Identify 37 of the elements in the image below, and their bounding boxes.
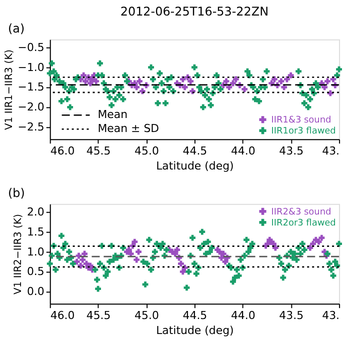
x-tick-label: 43. bbox=[322, 144, 340, 158]
x-tick-label: 44.5 bbox=[182, 144, 208, 158]
y-tick-label: 1.0 bbox=[26, 245, 44, 258]
y-axis-title: V1 IIR1−IIR3 (K) bbox=[4, 49, 15, 130]
text: (b) bbox=[8, 186, 25, 200]
x-tick-label: 44.0 bbox=[230, 309, 256, 322]
x-tick-label: 45.5 bbox=[86, 309, 111, 322]
legend-label: Mean ± SD bbox=[98, 122, 160, 136]
x-tick-label: 44.5 bbox=[182, 309, 208, 322]
x-tick-label: 43. bbox=[322, 309, 340, 322]
legend-label: IIR1&3 sound bbox=[271, 116, 332, 126]
series-label: IIR2or3 flawed bbox=[271, 218, 336, 228]
y-tick-label: −1.0 bbox=[18, 60, 44, 74]
y-tick-label: 0.0 bbox=[26, 285, 44, 298]
y-tick-label: 0.5 bbox=[26, 265, 44, 278]
y-tick-label: −2.0 bbox=[18, 100, 44, 114]
y-tick-label: 2.0 bbox=[26, 205, 44, 218]
x-tick-label: 43.5 bbox=[279, 144, 304, 158]
chart-title: 2012-06-25T16-53-22ZN bbox=[120, 4, 269, 18]
x-axis-title: Latitude (deg) bbox=[156, 160, 234, 172]
legend-label: IIR1or3 flawed bbox=[271, 126, 336, 137]
y-tick-label: −1.5 bbox=[18, 80, 44, 94]
x-tick-label: 45.0 bbox=[134, 309, 159, 322]
x-tick-label: 43.5 bbox=[279, 309, 304, 322]
y-tick-label: −2.5 bbox=[18, 120, 44, 134]
text: (a) bbox=[8, 21, 25, 36]
y-tick-label: 1.5 bbox=[26, 225, 44, 238]
legend-label: Mean bbox=[98, 108, 128, 122]
y-tick-label: −0.5 bbox=[18, 40, 44, 54]
x-tick-label: 45.5 bbox=[86, 144, 111, 158]
x-tick-label: 45.0 bbox=[134, 144, 159, 158]
text: IIR2&3 sound bbox=[271, 207, 332, 218]
y-axis-title: V1 IIR2−IIR3 (K) bbox=[12, 214, 24, 294]
x-tick-label: 46.0 bbox=[50, 144, 75, 158]
x-axis-title: Latitude (deg) bbox=[156, 324, 234, 338]
x-tick-label: 44.0 bbox=[230, 144, 256, 158]
x-tick-label: 46.0 bbox=[50, 309, 75, 322]
